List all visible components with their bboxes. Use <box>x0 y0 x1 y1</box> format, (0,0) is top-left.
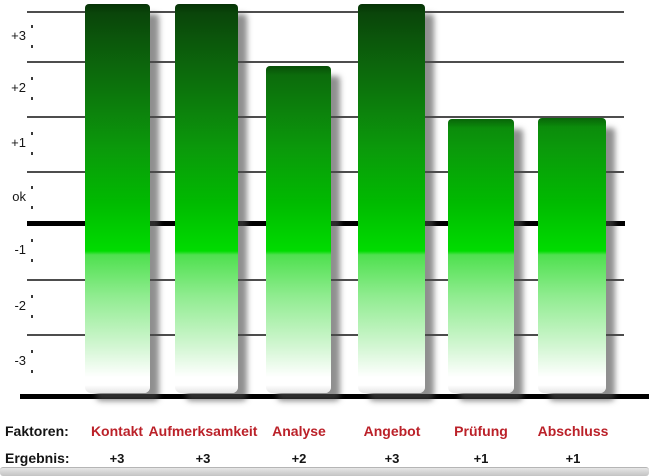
bottom-edge-strip <box>0 467 649 476</box>
gridline <box>27 11 624 13</box>
y-axis-tick-label: +3 <box>11 28 26 43</box>
bar-analyse <box>266 66 331 393</box>
y-minor-tick-dot <box>31 77 33 80</box>
ergebnis-row-label: Ergebnis: <box>5 450 70 466</box>
result-value: +3 <box>384 451 400 466</box>
bar-aufmerksamkeit <box>175 4 238 393</box>
factor-label: Analyse <box>272 423 326 439</box>
baseline <box>20 394 649 399</box>
factor-label: Abschluss <box>537 423 609 439</box>
result-value: +3 <box>109 451 125 466</box>
bar-angebot <box>358 4 425 393</box>
y-minor-tick-dot <box>31 132 33 135</box>
result-value: +1 <box>565 451 581 466</box>
factor-label: Angebot <box>363 423 421 439</box>
factor-label: Prüfung <box>454 423 508 439</box>
factor-label: Aufmerksamkeit <box>148 423 258 439</box>
y-minor-tick-dot <box>31 186 33 189</box>
y-minor-tick-dot <box>31 97 33 100</box>
bar-kontakt <box>85 4 150 393</box>
y-minor-tick-dot <box>31 315 33 318</box>
y-axis-tick-label: +1 <box>11 135 26 150</box>
y-minor-tick-dot <box>31 350 33 353</box>
bar-prfung <box>448 119 514 393</box>
result-value: +3 <box>195 451 211 466</box>
result-value: +1 <box>473 451 489 466</box>
y-minor-tick-dot <box>31 152 33 155</box>
y-minor-tick-dot <box>31 370 33 373</box>
y-axis-tick-label: +2 <box>11 80 26 95</box>
y-axis-tick-label: -2 <box>14 298 26 313</box>
y-minor-tick-dot <box>31 259 33 262</box>
y-axis-tick-label: ok <box>12 189 26 204</box>
y-axis-tick-label: -1 <box>14 242 26 257</box>
y-minor-tick-dot <box>31 295 33 298</box>
y-minor-tick-dot <box>31 239 33 242</box>
result-value: +2 <box>291 451 307 466</box>
y-axis-tick-label: -3 <box>14 353 26 368</box>
gridline <box>27 61 624 63</box>
y-minor-tick-dot <box>31 25 33 28</box>
y-minor-tick-dot <box>31 206 33 209</box>
factor-label: Kontakt <box>90 423 144 439</box>
y-minor-tick-dot <box>31 45 33 48</box>
bar-abschluss <box>538 118 606 393</box>
faktoren-row-label: Faktoren: <box>5 423 69 439</box>
